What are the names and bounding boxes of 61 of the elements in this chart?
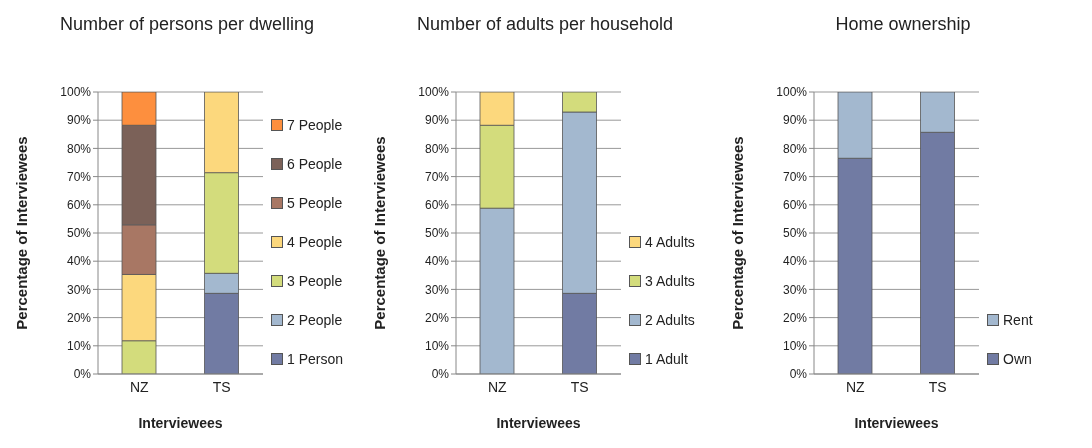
- legend-label: 3 People: [287, 272, 343, 289]
- legend-label: 1 Person: [287, 350, 344, 367]
- legend-label: 3 Adults: [645, 272, 695, 289]
- legend-label: 2 Adults: [645, 311, 695, 328]
- y-tick-label: 80%: [66, 141, 92, 156]
- y-tick-label: 70%: [424, 169, 450, 184]
- y-tick-label: 50%: [66, 226, 92, 241]
- y-tick-label: 0%: [73, 367, 92, 382]
- y-axis-title: Percentage of Interviewees: [729, 136, 747, 330]
- y-tick-label: 30%: [424, 282, 450, 297]
- x-tick-label: NZ: [487, 378, 508, 395]
- chart-title: Number of adults per household: [415, 14, 675, 35]
- y-tick-label: 20%: [66, 310, 92, 325]
- y-tick-label: 80%: [424, 141, 450, 156]
- x-tick-label: TS: [928, 378, 947, 395]
- legend-label: 4 Adults: [645, 233, 695, 250]
- y-tick-label: 50%: [782, 226, 808, 241]
- x-axis-title: Interviewees: [854, 415, 939, 431]
- legend-label: Rent: [1003, 311, 1033, 328]
- y-tick-label: 40%: [424, 254, 450, 269]
- y-tick-label: 100%: [776, 85, 808, 100]
- x-tick-label: TS: [212, 378, 231, 395]
- y-tick-label: 40%: [782, 254, 808, 269]
- y-tick-label: 100%: [60, 85, 92, 100]
- y-tick-label: 90%: [424, 113, 450, 128]
- y-tick-label: 60%: [66, 198, 92, 213]
- y-axis-title: Percentage of Interviewees: [371, 136, 389, 330]
- y-tick-label: 30%: [782, 282, 808, 297]
- legend-label: 2 People: [287, 311, 343, 328]
- y-tick-label: 20%: [424, 310, 450, 325]
- legend-label: 4 People: [287, 233, 343, 250]
- y-tick-label: 10%: [66, 339, 92, 354]
- y-tick-label: 50%: [424, 226, 450, 241]
- y-tick-label: 10%: [424, 339, 450, 354]
- chart-title: Home ownership: [834, 14, 972, 35]
- y-tick-label: 100%: [418, 85, 450, 100]
- y-tick-label: 0%: [431, 367, 450, 382]
- y-tick-label: 70%: [782, 169, 808, 184]
- y-tick-label: 30%: [66, 282, 92, 297]
- chart-title: Number of persons per dwelling: [58, 14, 316, 35]
- y-tick-label: 70%: [66, 169, 92, 184]
- legend-label: 6 People: [287, 155, 343, 172]
- y-tick-label: 40%: [66, 254, 92, 269]
- y-tick-label: 90%: [782, 113, 808, 128]
- x-tick-label: NZ: [845, 378, 866, 395]
- y-tick-label: 20%: [782, 310, 808, 325]
- y-tick-label: 80%: [782, 141, 808, 156]
- legend-label: 5 People: [287, 194, 343, 211]
- y-tick-label: 90%: [66, 113, 92, 128]
- y-tick-label: 60%: [424, 198, 450, 213]
- y-axis-title: Percentage of Interviewees: [13, 136, 31, 330]
- legend-label: Own: [1003, 350, 1032, 367]
- legend-label: 7 People: [287, 116, 343, 133]
- legend-label: 1 Adult: [645, 350, 688, 367]
- y-tick-label: 60%: [782, 198, 808, 213]
- y-tick-label: 0%: [789, 367, 808, 382]
- x-axis-title: Interviewees: [496, 415, 581, 431]
- y-tick-label: 10%: [782, 339, 808, 354]
- x-axis-title: Interviewees: [138, 415, 223, 431]
- x-tick-label: TS: [570, 378, 589, 395]
- x-tick-label: NZ: [129, 378, 150, 395]
